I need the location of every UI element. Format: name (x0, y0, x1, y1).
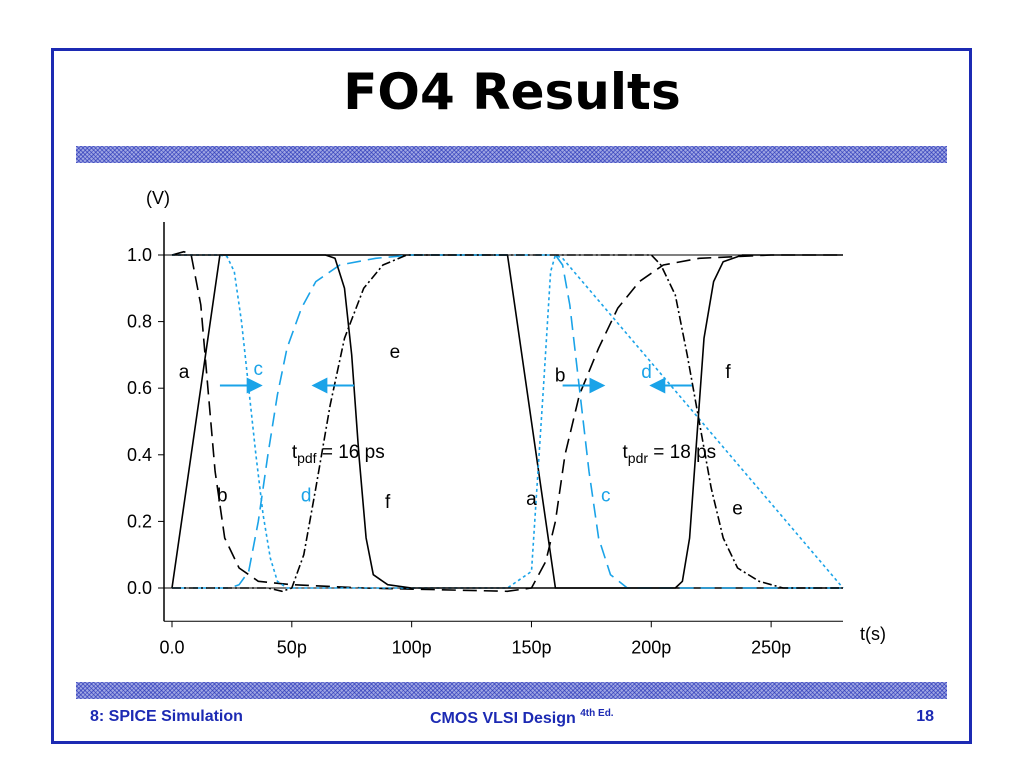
footer-chapter: 8: SPICE Simulation (90, 708, 243, 725)
x-tick-label: 0.0 (159, 637, 184, 657)
curve-label-f: f (725, 362, 731, 383)
curve-label-f: f (385, 492, 391, 513)
x-tick-label: 150p (511, 637, 551, 657)
y-tick-label: 0.2 (127, 511, 152, 531)
y-tick-label: 0.4 (127, 445, 152, 465)
delay-annotation-layer: tpdf = 16 ps tpdr = 18 ps (219, 377, 717, 466)
series-line-f (172, 254, 843, 589)
curve-label-layer: a b c d e f b a c d f e (179, 342, 743, 520)
series-line-e (172, 254, 843, 593)
tpdf-label: tpdf = 16 ps (292, 442, 385, 466)
x-tick-label: 250p (751, 637, 791, 657)
series-line-c (172, 254, 844, 589)
curve-label-c: c (601, 485, 611, 506)
slide-title: FO4 Results (343, 63, 681, 121)
curve-label-d: d (301, 485, 312, 506)
curve-label-e: e (390, 342, 401, 363)
x-axis-label: t(s) (860, 624, 886, 644)
footer-book-name: CMOS VLSI Design (430, 710, 576, 727)
footer-book-title: CMOS VLSI Design 4th Ed. (430, 708, 614, 728)
curve-label-a: a (179, 362, 190, 383)
curve-label-b: b (217, 485, 228, 506)
y-tick-label: 0.6 (127, 378, 152, 398)
curve-label-d: d (641, 362, 652, 383)
slide-frame (51, 48, 972, 744)
y-tick-label: 0.8 (127, 312, 152, 332)
footer-page-number: 18 (916, 708, 934, 725)
curve-label-e: e (732, 499, 743, 520)
series-line-d (172, 254, 843, 589)
curve-label-b: b (555, 366, 566, 387)
y-tick-label: 1.0 (127, 245, 152, 265)
top-hatch-divider (76, 146, 947, 163)
curve-label-a: a (526, 489, 537, 510)
y-tick-label: 0.0 (127, 578, 152, 598)
x-tick-label: 50p (277, 637, 307, 657)
y-axis-label: (V) (146, 188, 170, 208)
series-layer (171, 250, 844, 593)
bottom-hatch-divider (76, 682, 947, 699)
tpdr-label: tpdr = 18 ps (623, 442, 717, 466)
curve-label-c: c (254, 359, 264, 380)
x-tick-label: 200p (631, 637, 671, 657)
footer-edition: 4th Ed. (580, 708, 614, 719)
chart-axes: 0.0 0.2 0.4 0.6 0.8 1.0 0.0 50p 100p 150p 200p 250p (127, 222, 843, 657)
x-tick-label: 100p (392, 637, 432, 657)
series-line-b (171, 250, 843, 593)
